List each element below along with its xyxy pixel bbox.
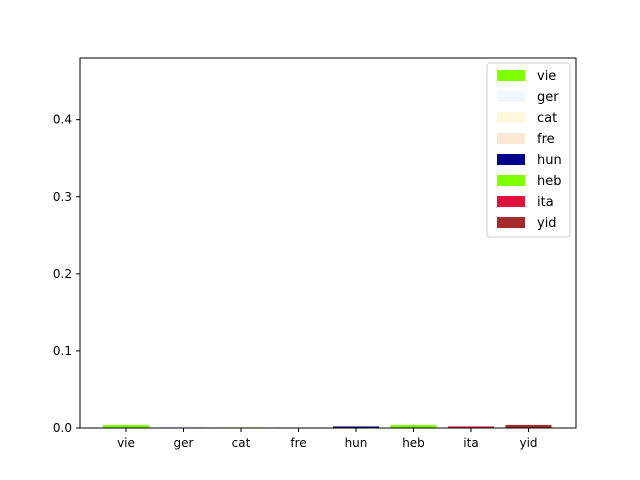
bar-yid bbox=[505, 424, 552, 428]
y-tick-label: 0.4 bbox=[53, 113, 72, 127]
x-tick-label-cat: cat bbox=[232, 436, 251, 450]
legend-label-ger: ger bbox=[537, 90, 559, 105]
y-axis-ticks: 0.0 0.1 0.2 0.3 0.4 bbox=[53, 113, 80, 435]
legend-box bbox=[486, 62, 571, 238]
legend-label-vie: vie bbox=[537, 69, 556, 84]
bar-vie bbox=[103, 424, 149, 428]
y-tick-label: 0.0 bbox=[53, 421, 72, 435]
x-tick-label-hun: hun bbox=[345, 436, 368, 450]
legend: vie ger cat fre hun heb ita yid bbox=[486, 62, 571, 238]
x-tick-label-vie: vie bbox=[117, 436, 135, 450]
x-axis-ticks: vie ger cat fre hun heb ita yid bbox=[117, 428, 538, 450]
y-tick-label: 0.1 bbox=[53, 344, 72, 358]
plot-frame bbox=[79, 57, 577, 429]
legend-swatch-cat bbox=[497, 112, 525, 123]
x-tick-label-ita: ita bbox=[463, 436, 478, 450]
legend-swatch-vie bbox=[497, 70, 525, 81]
x-tick-label-fre: fre bbox=[290, 436, 306, 450]
x-tick-label-yid: yid bbox=[519, 436, 537, 450]
x-tick-label-heb: heb bbox=[402, 436, 425, 450]
bar-heb bbox=[390, 424, 437, 428]
legend-swatch-fre bbox=[497, 133, 525, 144]
legend-label-heb: heb bbox=[537, 174, 562, 189]
legend-label-ita: ita bbox=[537, 195, 554, 210]
x-tick-label-ger: ger bbox=[174, 436, 194, 450]
y-tick-label: 0.3 bbox=[53, 190, 72, 204]
legend-label-cat: cat bbox=[537, 111, 557, 126]
bar-hun bbox=[333, 426, 379, 428]
bar-ger bbox=[160, 425, 207, 428]
bar-ita bbox=[448, 426, 494, 428]
legend-label-hun: hun bbox=[537, 153, 562, 168]
bar-cat bbox=[218, 426, 264, 428]
legend-swatch-heb bbox=[497, 175, 525, 186]
legend-swatch-yid bbox=[497, 217, 525, 228]
y-tick-label: 0.2 bbox=[53, 267, 72, 281]
legend-swatch-hun bbox=[497, 154, 525, 165]
legend-swatch-ger bbox=[497, 91, 525, 102]
legend-swatch-ita bbox=[497, 196, 525, 207]
legend-label-fre: fre bbox=[537, 132, 555, 147]
legend-label-yid: yid bbox=[537, 216, 557, 231]
